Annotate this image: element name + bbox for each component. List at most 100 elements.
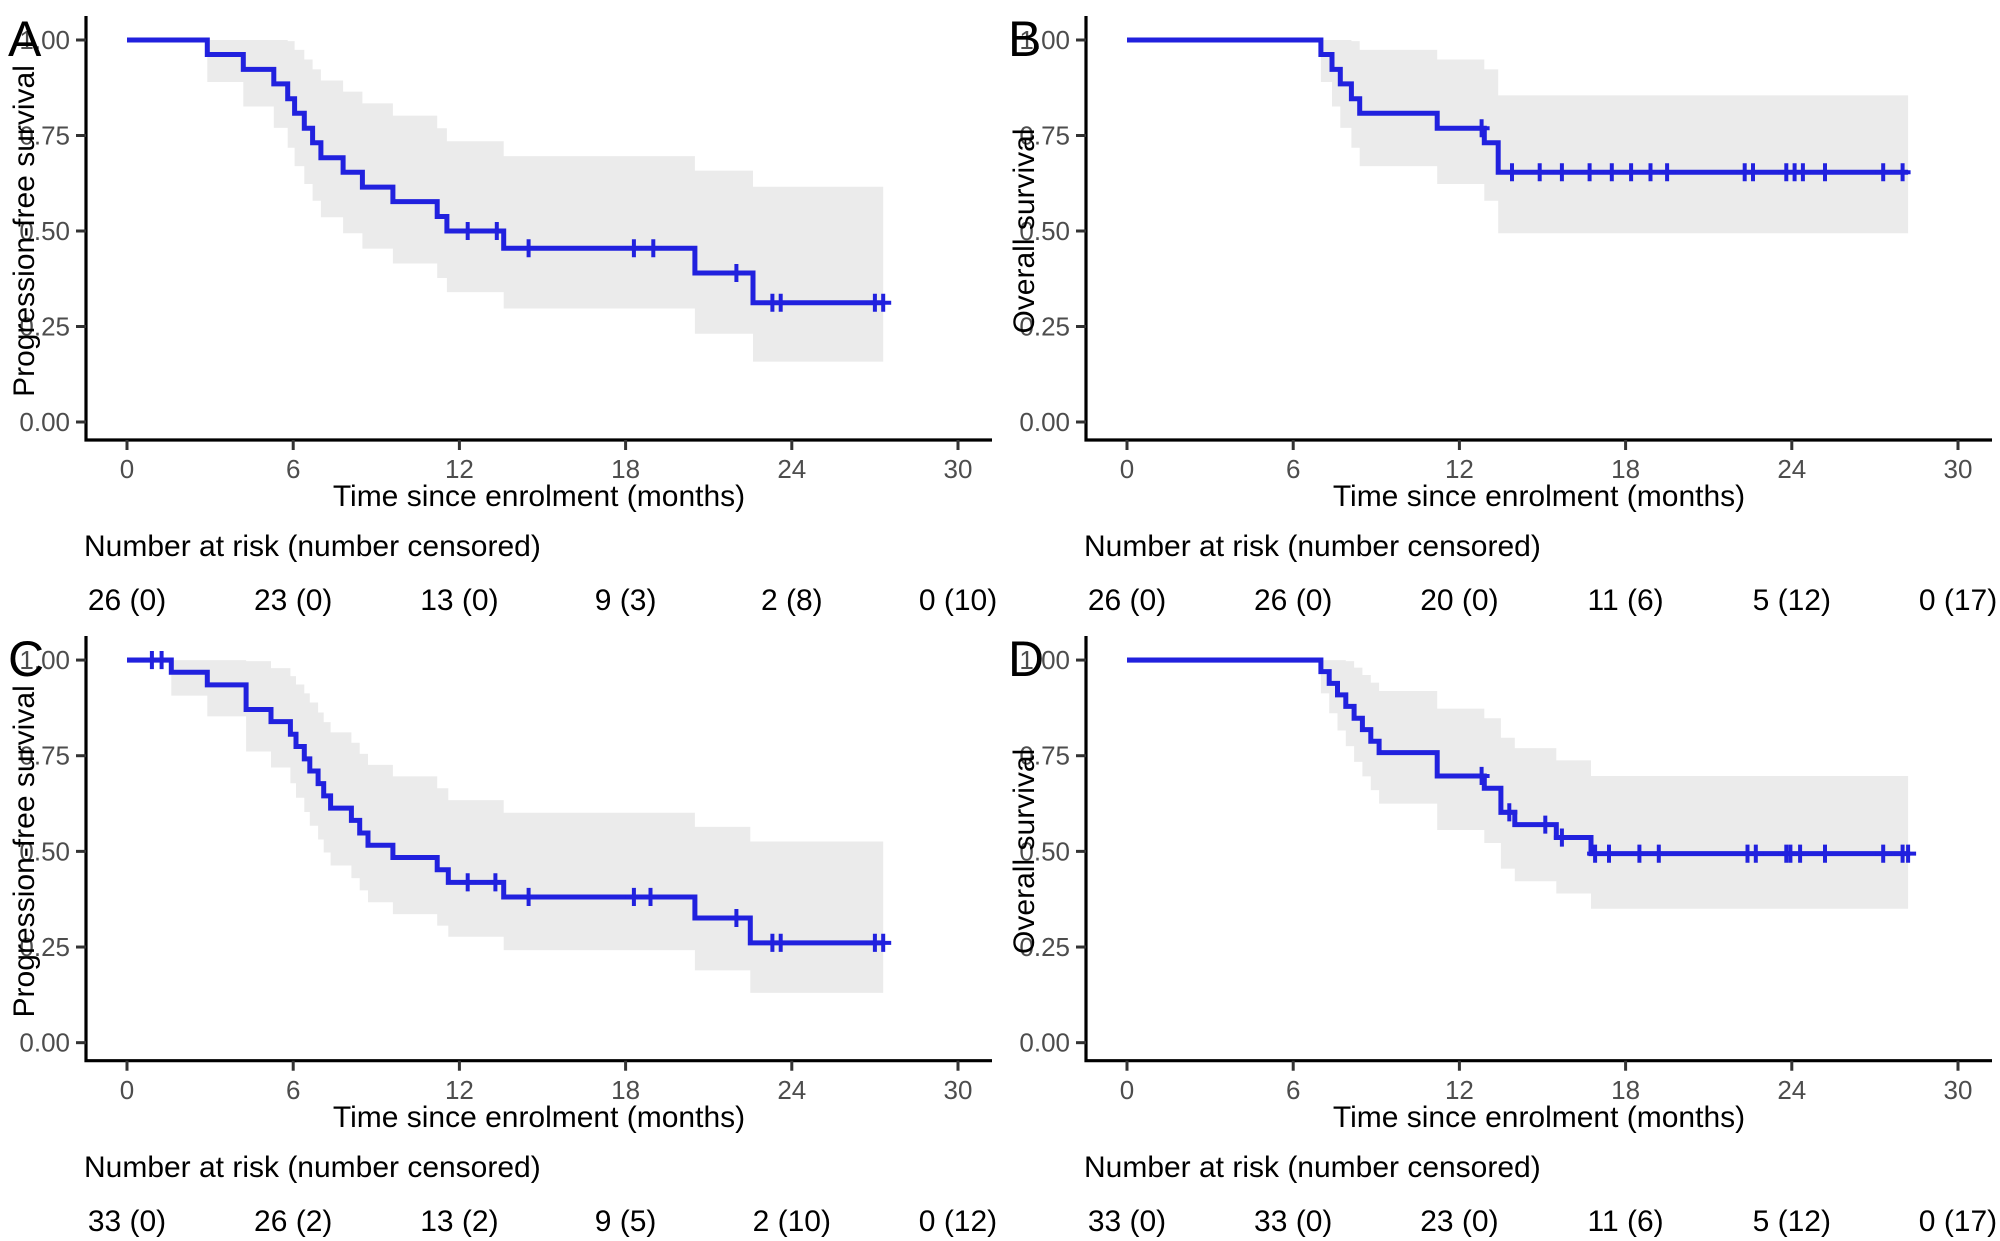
y-tick-label: 0.00 (19, 407, 70, 437)
y-axis-title: Progression-free survival (8, 685, 41, 1017)
censor-mark (875, 293, 892, 312)
survival-curve (127, 37, 884, 306)
axis-lines (1084, 16, 1992, 442)
censor-mark (625, 239, 642, 258)
x-tick-label: 30 (1944, 1075, 1973, 1105)
x-tick-label: 18 (611, 454, 640, 484)
risk-table-value: 26 (0) (1254, 584, 1332, 617)
y-axis-title: Progression-free survival (8, 65, 41, 397)
x-tick-label: 12 (1445, 454, 1474, 484)
risk-table-value: 13 (2) (420, 1205, 498, 1238)
x-tick-label: 6 (1286, 1075, 1300, 1105)
x-tick-label: 24 (777, 1075, 806, 1105)
y-tick-label: 0.00 (19, 1028, 70, 1058)
risk-table-header: Number at risk (number censored) (84, 530, 541, 563)
risk-table-value: 26 (0) (88, 584, 166, 617)
risk-table-value: 9 (3) (595, 584, 657, 617)
censor-mark (1623, 163, 1640, 182)
y-axis-title: Overall survival (1008, 749, 1041, 954)
censor-mark (772, 933, 789, 952)
y-tick-label: 0.25 (19, 932, 70, 962)
censor-mark (625, 887, 642, 906)
axis-lines (1084, 636, 1992, 1063)
censor-mark (520, 239, 537, 258)
km-plot-a: 0.00 0.25 0.50 0.75 1.00 0 6 12 18 24 30 AProgressi… (8, 11, 997, 617)
risk-table-value: 2 (8) (761, 584, 823, 617)
x-tick-label: 18 (1611, 454, 1640, 484)
censor-mark (1504, 163, 1520, 182)
x-tick-label: 24 (1777, 454, 1806, 484)
x-axis-title: Time since enrolment (months) (333, 1101, 745, 1134)
x-axis-title: Time since enrolment (months) (333, 480, 745, 513)
censor-mark (1603, 163, 1620, 182)
risk-table-value: 0 (10) (919, 584, 997, 617)
y-tick-label: 0.50 (19, 836, 70, 866)
risk-table-value: 13 (0) (420, 584, 498, 617)
y-axis-title: Overall survival (1008, 128, 1041, 333)
risk-table-value: 26 (0) (1088, 584, 1166, 617)
censor-mark (1894, 163, 1911, 182)
censor-mark (1537, 815, 1554, 834)
censor-mark (1745, 163, 1761, 182)
censor-mark (1817, 844, 1833, 863)
risk-table-header: Number at risk (number censored) (84, 1151, 541, 1184)
y-tick-label: 0.50 (19, 216, 70, 246)
y-tick-label: 0.25 (1019, 932, 1070, 962)
risk-table-value: 33 (0) (88, 1205, 166, 1238)
censor-mark (1601, 844, 1617, 863)
x-tick-label: 0 (120, 454, 134, 484)
survival-curve (1127, 37, 1909, 175)
confidence-band (207, 40, 884, 362)
censor-mark (1581, 163, 1598, 182)
censor-mark (1553, 828, 1570, 847)
panel-d: 0.00 0.25 0.50 0.75 1.00 0 6 12 18 24 30 D Overall s… (1000, 620, 2000, 1241)
risk-table-value: 0 (17) (1919, 584, 1997, 617)
censor-mark (459, 222, 476, 240)
x-tick-label: 24 (1777, 1075, 1806, 1105)
y-tick-label: 1.00 (19, 25, 70, 55)
risk-table-value: 11 (6) (1588, 1205, 1664, 1238)
censor-mark (772, 293, 789, 312)
axis-lines (84, 16, 992, 442)
panel-letter: C (8, 631, 44, 687)
censor-mark (1553, 163, 1570, 182)
panel-a: 0.00 0.25 0.50 0.75 1.00 0 6 12 18 24 30 A Progressi… (0, 0, 1000, 620)
y-tick-label: 0.75 (19, 121, 70, 151)
risk-table-value: 0 (12) (919, 1205, 997, 1238)
censor-mark (1794, 163, 1811, 182)
panel-letter: D (1008, 631, 1044, 687)
x-tick-label: 0 (1120, 1075, 1134, 1105)
x-tick-label: 0 (120, 1075, 134, 1105)
censor-mark (1747, 844, 1764, 863)
censor-mark (487, 873, 504, 892)
confidence-band (1320, 40, 1909, 234)
panel-letter: B (1008, 11, 1041, 67)
y-tick-label: 0.25 (19, 312, 70, 342)
x-tick-label: 6 (286, 1075, 300, 1105)
y-tick-label: 0.00 (1019, 407, 1070, 437)
censor-mark (153, 651, 170, 670)
censor-mark (1792, 844, 1809, 863)
censor-mark (728, 908, 745, 927)
risk-table-value: 5 (12) (1753, 584, 1831, 617)
censor-mark (1473, 119, 1490, 138)
x-axis-title: Time since enrolment (months) (1333, 1101, 1745, 1134)
risk-table-header: Number at risk (number censored) (1084, 530, 1541, 563)
censor-mark (1531, 163, 1548, 182)
y-tick-label: 0.75 (19, 741, 70, 771)
km-plot-d: 0.00 0.25 0.50 0.75 1.00 0 6 12 18 24 30 D Overall s… (1008, 631, 1997, 1238)
x-tick-label: 24 (777, 454, 806, 484)
censor-mark (645, 239, 662, 258)
risk-table-value: 5 (12) (1753, 1205, 1831, 1238)
risk-table-value: 26 (2) (254, 1205, 332, 1238)
confidence-band (171, 660, 884, 993)
y-tick-label: 1.00 (1019, 25, 1070, 55)
x-tick-label: 12 (1445, 1075, 1474, 1105)
risk-table-value: 2 (10) (753, 1205, 831, 1238)
x-tick-label: 30 (944, 1075, 973, 1105)
censor-mark (1631, 844, 1648, 863)
risk-table-value: 23 (0) (1420, 1205, 1498, 1238)
risk-table-value: 0 (17) (1919, 1205, 1997, 1238)
censor-mark (520, 887, 537, 906)
